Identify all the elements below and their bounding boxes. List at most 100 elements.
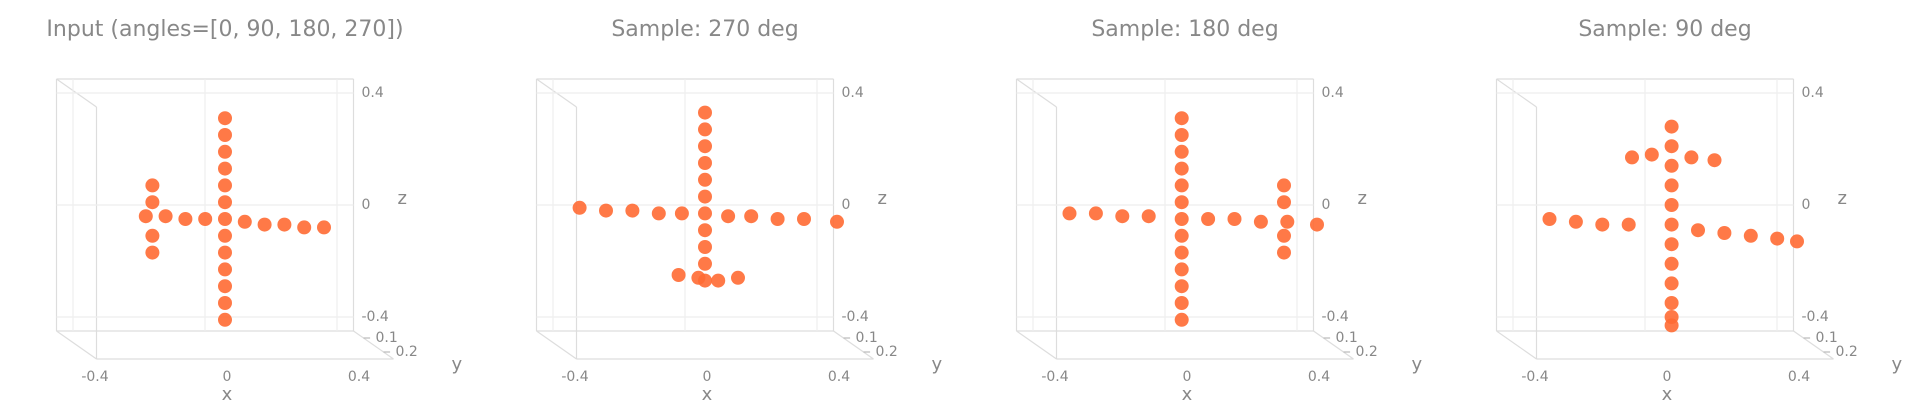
z-tick-label: 0 [1802, 197, 1811, 213]
point [731, 270, 745, 285]
point [1115, 209, 1130, 224]
point [770, 212, 785, 226]
y-tick-label: 0.2 [876, 344, 898, 360]
z-tick-label: 0 [842, 197, 851, 213]
z-tick-label: 0 [362, 197, 371, 213]
point [1664, 237, 1679, 252]
point [1174, 178, 1189, 193]
pane-edge [833, 330, 874, 360]
point [145, 178, 160, 193]
point [1277, 195, 1291, 210]
point [1621, 217, 1636, 232]
x-tick-label: -0.4 [81, 369, 108, 385]
point [1280, 214, 1295, 229]
point [698, 156, 712, 170]
point [625, 203, 640, 218]
x-tick-label: 0 [703, 369, 712, 385]
x-tick-label: 0.4 [348, 369, 370, 385]
x-axis-label: x [702, 384, 713, 405]
pane-edge [56, 330, 97, 360]
z-axis-label: z [1838, 188, 1847, 209]
point [1174, 144, 1189, 159]
y-axis-label: y [932, 354, 943, 375]
point [218, 161, 232, 176]
point [1664, 276, 1679, 291]
point [1625, 150, 1639, 165]
point [237, 214, 252, 229]
point [674, 206, 689, 221]
x-axis-label: x [222, 384, 233, 405]
x-tick-label: -0.4 [1041, 369, 1068, 385]
y-tick-label: 0.2 [396, 344, 418, 360]
point [572, 200, 587, 215]
point [599, 203, 613, 218]
y-tick-label: 0.1 [856, 330, 878, 346]
z-tick-label: 0.4 [842, 85, 864, 101]
pane-edge [1496, 330, 1537, 360]
point [1717, 226, 1732, 240]
point [1743, 228, 1758, 243]
x-tick-label: 0 [1663, 369, 1672, 385]
z-tick-label: 0.4 [1322, 85, 1344, 101]
point [198, 212, 213, 226]
point [1664, 256, 1679, 271]
point [218, 111, 232, 126]
z-axis-label: z [1358, 188, 1367, 209]
point [1277, 228, 1291, 243]
point [1664, 139, 1679, 154]
x-tick-label: 0.4 [1788, 369, 1810, 385]
x-tick-label: 0 [223, 369, 232, 385]
point [297, 220, 312, 235]
z-tick-label: -0.4 [362, 309, 389, 325]
y-axis-label: y [1412, 354, 1423, 375]
point [1174, 279, 1189, 294]
point [218, 128, 232, 142]
y-tick-label: 0.2 [1836, 344, 1858, 360]
point [1664, 158, 1679, 173]
point [1174, 296, 1189, 310]
point [145, 245, 160, 260]
point [218, 144, 232, 159]
point [711, 273, 726, 288]
pane-edge [1793, 330, 1834, 360]
point [698, 122, 712, 137]
y-axis-label: y [452, 354, 463, 375]
point [830, 214, 844, 229]
point [178, 212, 193, 226]
y-axis-label: y [1892, 354, 1903, 375]
point [145, 195, 160, 210]
point [698, 139, 712, 154]
point [1644, 147, 1659, 162]
point [1174, 195, 1189, 210]
point [145, 228, 160, 243]
point [1707, 153, 1722, 168]
point [691, 270, 706, 285]
z-axis-label: z [398, 188, 407, 209]
point [698, 206, 712, 221]
point [1277, 178, 1291, 193]
point [218, 262, 232, 277]
x-tick-label: 0.4 [1308, 369, 1330, 385]
z-tick-label: -0.4 [1322, 309, 1349, 325]
pane-edge [353, 330, 394, 360]
point [651, 206, 666, 221]
point [1088, 206, 1103, 221]
point [1174, 228, 1189, 243]
point [1684, 150, 1699, 165]
z-tick-label: -0.4 [842, 309, 869, 325]
y-tick-label: 0.1 [1816, 330, 1838, 346]
z-tick-label: -0.4 [1802, 309, 1829, 325]
point [1253, 214, 1268, 229]
point [317, 220, 331, 235]
point [1595, 217, 1610, 232]
point [1201, 212, 1216, 226]
point [698, 256, 712, 271]
point [671, 268, 686, 282]
point [1174, 128, 1189, 142]
point [1174, 245, 1189, 260]
point [1770, 231, 1785, 246]
point [1174, 262, 1189, 277]
pane-edge [1313, 330, 1354, 360]
point [1664, 119, 1679, 134]
